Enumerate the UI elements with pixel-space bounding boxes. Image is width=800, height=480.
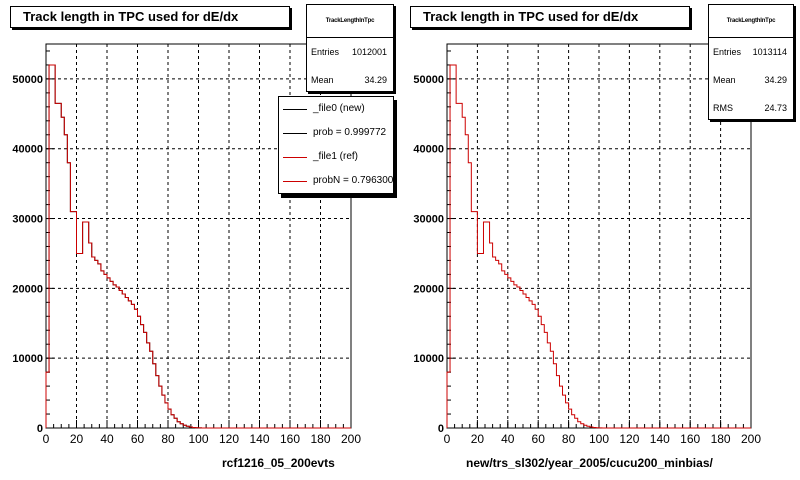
left-chart-title: Track length in TPC used for dE/dx (23, 9, 239, 24)
legend-label-probn: probN = 0.796300 (313, 175, 394, 186)
right-chart-title: Track length in TPC used for dE/dx (423, 9, 639, 24)
left-y-tick-label: 30000 (12, 214, 43, 226)
right-x-tick-label: 0 (444, 432, 451, 446)
left-y-tick-label: 0 (37, 423, 43, 435)
left-stats-name: TrackLengthInTpc (307, 5, 393, 38)
left-y-tick-label: 40000 (12, 144, 43, 156)
left-stats-entries-label: Entries (311, 47, 340, 57)
right-stats-mean-value: 34.29 (764, 75, 787, 85)
left-histogram-series-1 (45, 64, 351, 429)
right-y-tick-label: 10000 (413, 353, 444, 365)
left-x-axis-title: rcf1216_05_200evts (222, 456, 335, 470)
right-x-tick-label: 40 (501, 432, 515, 446)
right-stats-entries-label: Entries (713, 47, 742, 57)
left-y-tick-label: 20000 (12, 283, 43, 295)
left-stats-mean-label: Mean (311, 75, 334, 85)
legend-label-ref: _file1 (ref) (313, 151, 359, 162)
left-x-tick-label: 200 (341, 432, 361, 446)
right-x-axis-title: new/trs_sl302/year_2005/cucu200_minbias/ (466, 456, 713, 470)
left-x-tick-label: 180 (310, 432, 330, 446)
right-x-tick-label: 80 (562, 432, 576, 446)
legend-entry: _file0 (new) (279, 97, 393, 121)
left-x-tick-label: 160 (280, 432, 300, 446)
left-stats-mean-value: 34.29 (364, 75, 387, 85)
right-stats-rms-row: RMS 24.73 (709, 94, 793, 122)
left-y-tick-label: 50000 (12, 74, 43, 86)
right-x-tick-label: 180 (711, 432, 731, 446)
left-x-tick-label: 80 (161, 432, 175, 446)
legend-swatch-ref (283, 157, 307, 158)
right-stats-box: TrackLengthInTpc Entries 1013114 Mean 34… (708, 4, 794, 120)
right-stats-mean-row: Mean 34.29 (709, 66, 793, 94)
legend-swatch-prob (283, 133, 307, 134)
right-histogram-series-0 (446, 64, 751, 429)
legend-swatch-probn (283, 181, 307, 182)
left-stats-entries-value: 1012001 (351, 47, 387, 57)
right-y-tick-label: 40000 (413, 144, 444, 156)
right-y-tick-label: 30000 (413, 214, 444, 226)
left-stats-mean-row: Mean 34.29 (307, 66, 393, 94)
legend-entry: probN = 0.796300 (279, 169, 393, 193)
right-y-tick-label: 0 (438, 423, 444, 435)
right-stats-entries-row: Entries 1013114 (709, 38, 793, 66)
right-x-tick-label: 120 (619, 432, 639, 446)
right-x-tick-label: 160 (680, 432, 700, 446)
left-x-tick-label: 20 (70, 432, 84, 446)
legend-swatch-new (283, 109, 307, 110)
right-stats-name: TrackLengthInTpc (709, 5, 793, 38)
right-x-tick-label: 20 (471, 432, 485, 446)
left-y-tick-label: 10000 (12, 353, 43, 365)
left-stats-entries-row: Entries 1012001 (307, 38, 393, 66)
right-stats-rms-value: 24.73 (764, 103, 787, 113)
legend-entry: _file1 (ref) (279, 145, 393, 169)
right-stats-mean-label: Mean (713, 75, 736, 85)
right-x-tick-label: 200 (741, 432, 761, 446)
left-x-tick-label: 40 (100, 432, 114, 446)
right-x-tick-label: 60 (532, 432, 546, 446)
left-chart-title-box: Track length in TPC used for dE/dx (10, 6, 290, 28)
right-y-tick-label: 50000 (413, 74, 444, 86)
legend-entry: prob = 0.999772 (279, 121, 393, 145)
left-stats-box: TrackLengthInTpc Entries 1012001 Mean 34… (306, 4, 394, 92)
left-x-tick-label: 0 (43, 432, 50, 446)
right-y-tick-label: 20000 (413, 283, 444, 295)
right-stats-rms-label: RMS (713, 103, 733, 113)
right-x-tick-label: 100 (589, 432, 609, 446)
right-chart-title-box: Track length in TPC used for dE/dx (410, 6, 690, 28)
left-x-tick-label: 120 (219, 432, 239, 446)
right-stats-entries-value: 1013114 (752, 47, 787, 57)
legend-label-new: _file0 (new) (313, 103, 365, 114)
left-x-tick-label: 100 (188, 432, 208, 446)
right-x-tick-label: 140 (650, 432, 670, 446)
left-legend: _file0 (new) prob = 0.999772 _file1 (ref… (278, 96, 394, 194)
left-x-tick-label: 140 (249, 432, 269, 446)
left-x-tick-label: 60 (131, 432, 145, 446)
legend-label-prob: prob = 0.999772 (313, 127, 387, 138)
